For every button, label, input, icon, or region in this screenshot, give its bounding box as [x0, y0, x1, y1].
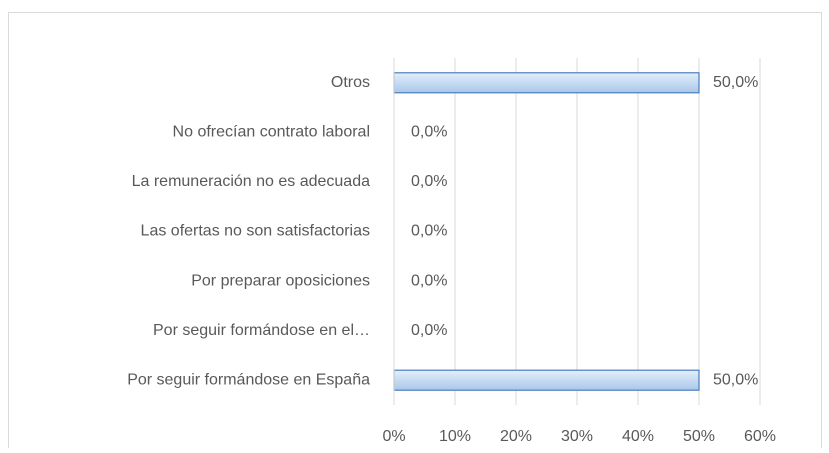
- x-tick-label: 60%: [744, 428, 776, 445]
- x-tick-label: 10%: [439, 428, 471, 445]
- x-tick-label: 20%: [500, 428, 532, 445]
- x-tick-label: 30%: [561, 428, 593, 445]
- y-tick-label: Otros: [331, 74, 370, 91]
- data-label: 0,0%: [411, 322, 447, 339]
- x-tick-label: 40%: [622, 428, 654, 445]
- x-tick-label: 50%: [683, 428, 715, 445]
- bar: [393, 72, 700, 94]
- x-tick-label: 0%: [382, 428, 405, 445]
- data-label: 0,0%: [411, 223, 447, 240]
- y-tick-label: La remuneración no es adecuada: [132, 173, 370, 190]
- data-label: 0,0%: [411, 124, 447, 141]
- data-label: 50,0%: [713, 371, 758, 388]
- y-tick-label: Por seguir formándose en España: [127, 371, 370, 388]
- y-tick-label: Las ofertas no son satisfactorias: [141, 223, 370, 240]
- data-label: 50,0%: [713, 74, 758, 91]
- data-label: 0,0%: [411, 173, 447, 190]
- data-label: 0,0%: [411, 272, 447, 289]
- bar: [393, 369, 700, 391]
- y-tick-label: Por seguir formándose en el…: [153, 322, 370, 339]
- y-tick-label: No ofrecían contrato laboral: [173, 124, 370, 141]
- y-tick-label: Por preparar oposiciones: [191, 272, 370, 289]
